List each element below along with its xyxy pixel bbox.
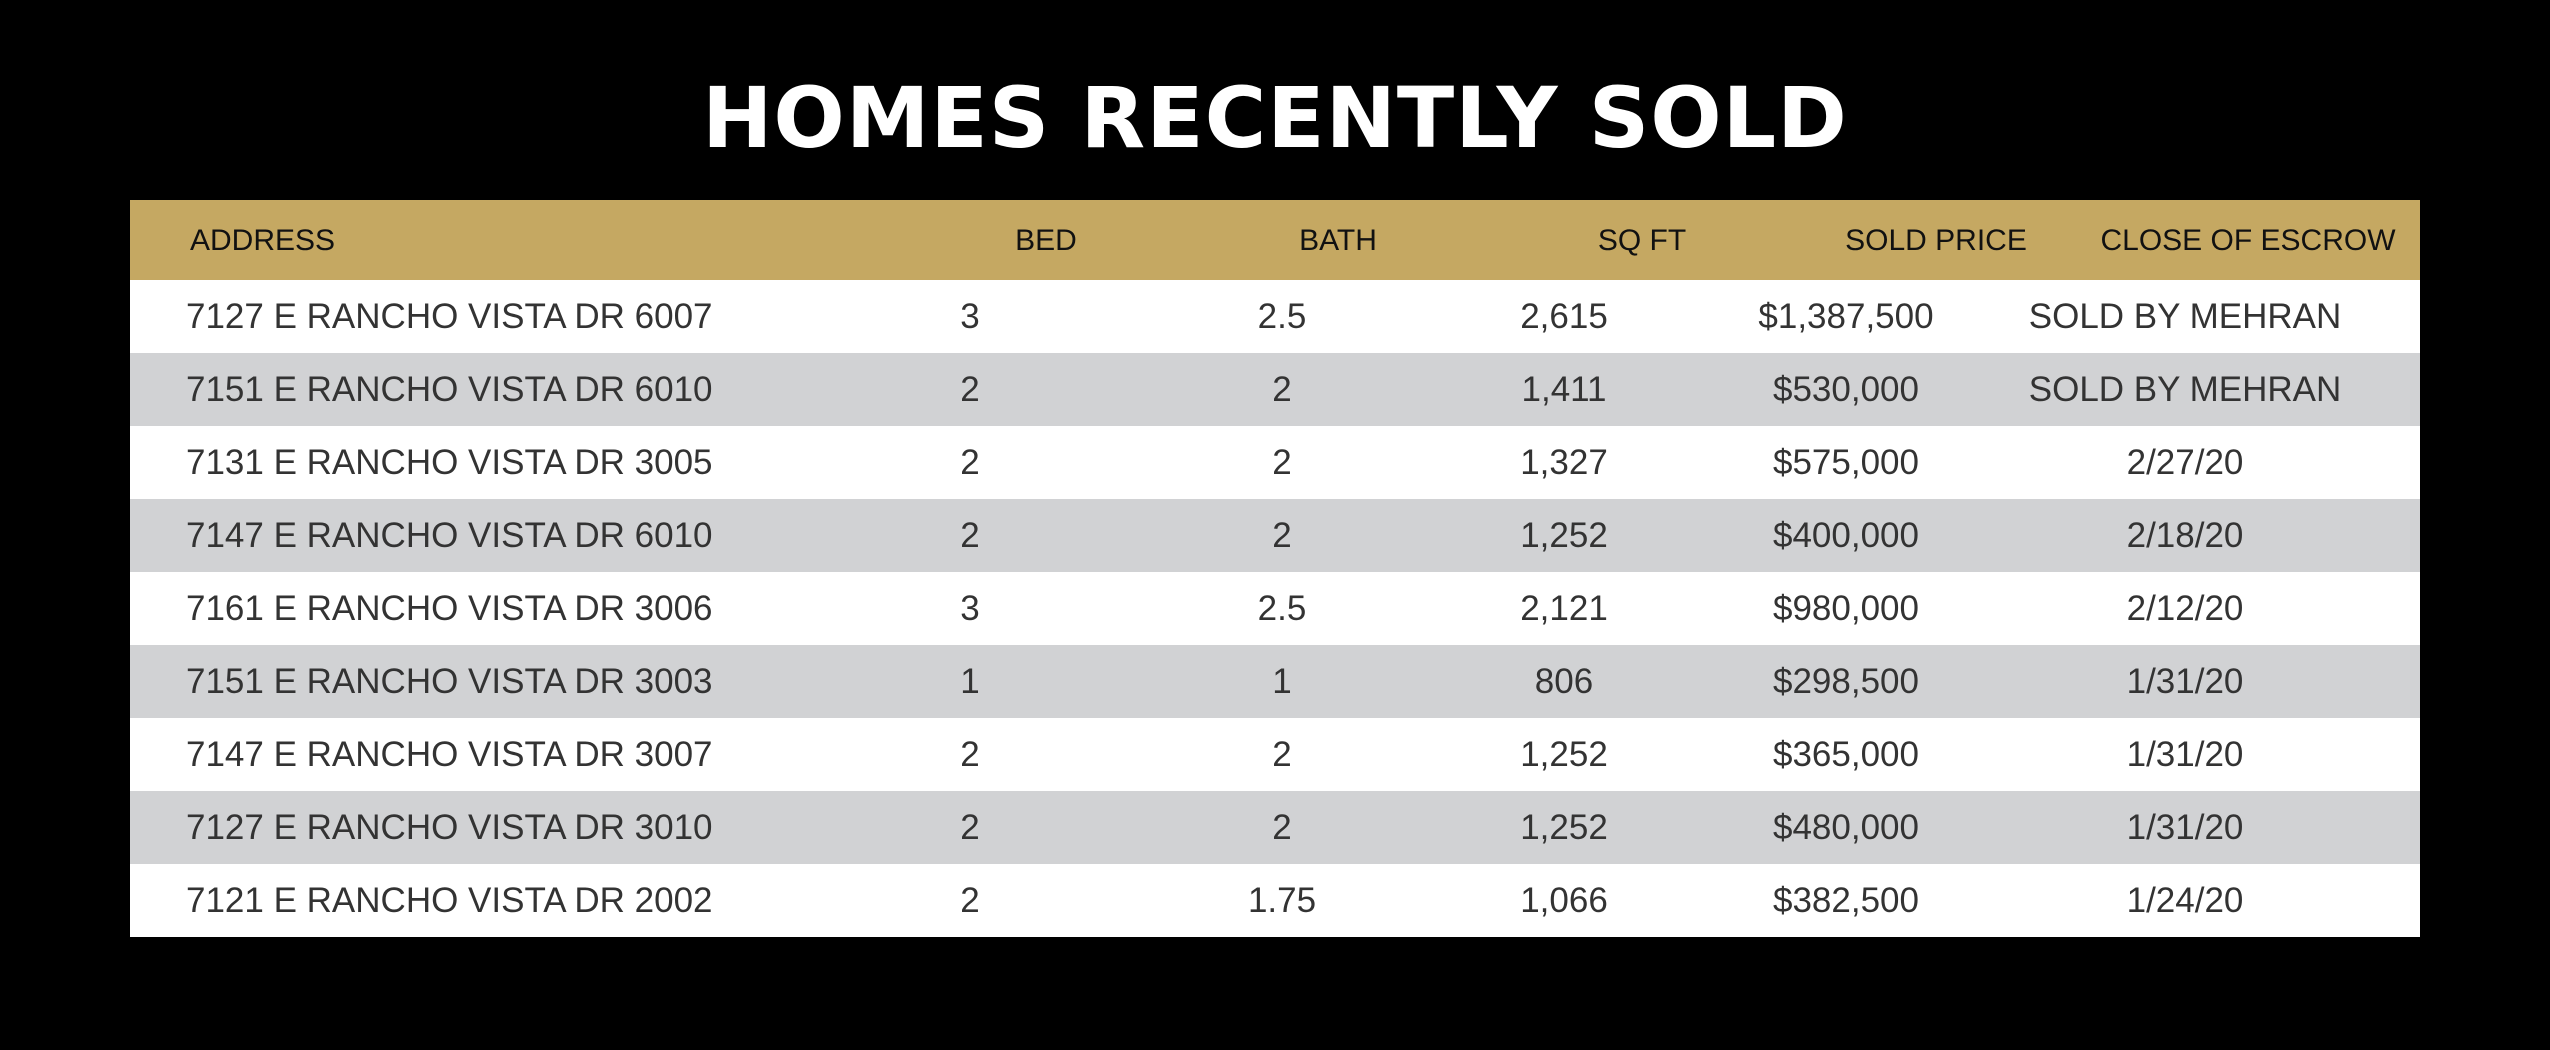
- cell-address: 7151 E RANCHO VISTA DR 3003: [186, 662, 713, 701]
- cell-sold-price: $980,000: [1773, 589, 1919, 628]
- table-row: 7151 E RANCHO VISTA DR 3003 1 1 806 $298…: [130, 645, 2420, 718]
- cell-sqft: 2,121: [1520, 589, 1608, 628]
- cell-sold-price: $530,000: [1773, 370, 1919, 409]
- cell-sqft: 1,252: [1520, 735, 1608, 774]
- cell-address: 7161 E RANCHO VISTA DR 3006: [186, 589, 713, 628]
- cell-bed: 3: [960, 297, 980, 336]
- cell-bath: 2: [1272, 516, 1292, 555]
- cell-bed: 2: [960, 370, 980, 409]
- cell-close-of-escrow: SOLD BY MEHRAN: [2028, 370, 2342, 409]
- cell-sold-price: $575,000: [1773, 443, 1919, 482]
- table-row: 7121 E RANCHO VISTA DR 2002 2 1.75 1,066…: [130, 864, 2420, 937]
- table-row: 7147 E RANCHO VISTA DR 3007 2 2 1,252 $3…: [130, 718, 2420, 791]
- header-bed: BED: [1015, 224, 1077, 257]
- cell-bed: 1: [960, 662, 980, 701]
- sold-homes-table: ADDRESS BED BATH SQ FT SOLD PRICE CLOSE …: [130, 200, 2420, 950]
- cell-sqft: 1,327: [1520, 443, 1608, 482]
- cell-sold-price: $365,000: [1773, 735, 1919, 774]
- header-close-of-escrow: CLOSE OF ESCROW: [2100, 224, 2396, 257]
- cell-sold-price: $298,500: [1773, 662, 1919, 701]
- cell-sold-price: $382,500: [1773, 881, 1919, 920]
- cell-bed: 3: [960, 589, 980, 628]
- cell-sqft: 1,252: [1520, 516, 1608, 555]
- table-row: 7161 E RANCHO VISTA DR 3006 3 2.5 2,121 …: [130, 572, 2420, 645]
- cell-bed: 2: [960, 735, 980, 774]
- cell-sqft: 1,411: [1521, 370, 1607, 409]
- cell-address: 7131 E RANCHO VISTA DR 3005: [186, 443, 713, 482]
- cell-close-of-escrow: 1/31/20: [2126, 808, 2244, 847]
- cell-bath: 2.5: [1257, 297, 1307, 336]
- cell-close-of-escrow: 1/31/20: [2126, 662, 2244, 701]
- header-address: ADDRESS: [190, 224, 336, 257]
- cell-bath: 2: [1272, 370, 1292, 409]
- page-title: HOMES RECENTLY SOLD: [702, 69, 1848, 167]
- cell-close-of-escrow: 2/18/20: [2126, 516, 2244, 555]
- table-row: 7131 E RANCHO VISTA DR 3005 2 2 1,327 $5…: [130, 426, 2420, 499]
- cell-close-of-escrow: 2/12/20: [2126, 589, 2244, 628]
- table-row: 7127 E RANCHO VISTA DR 3010 2 2 1,252 $4…: [130, 791, 2420, 864]
- cell-address: 7147 E RANCHO VISTA DR 6010: [186, 516, 713, 555]
- table-row: 7147 E RANCHO VISTA DR 6010 2 2 1,252 $4…: [130, 499, 2420, 572]
- cell-address: 7121 E RANCHO VISTA DR 2002: [186, 881, 713, 920]
- cell-bath: 1: [1272, 662, 1292, 701]
- cell-sqft: 1,066: [1520, 881, 1608, 920]
- table-row: 7151 E RANCHO VISTA DR 6010 2 2 1,411 $5…: [130, 353, 2420, 426]
- cell-bed: 2: [960, 516, 980, 555]
- cell-sold-price: $1,387,500: [1758, 297, 1934, 336]
- cell-close-of-escrow: 1/31/20: [2126, 735, 2244, 774]
- cell-bath: 2.5: [1257, 589, 1307, 628]
- cell-bath: 2: [1272, 808, 1292, 847]
- cell-bath: 1.75: [1247, 881, 1317, 920]
- header-bath: BATH: [1299, 224, 1377, 257]
- table-header: ADDRESS BED BATH SQ FT SOLD PRICE CLOSE …: [130, 200, 2420, 280]
- cell-address: 7151 E RANCHO VISTA DR 6010: [186, 370, 713, 409]
- cell-bed: 2: [960, 443, 980, 482]
- cell-close-of-escrow: 2/27/20: [2126, 443, 2244, 482]
- cell-bath: 2: [1272, 443, 1292, 482]
- cell-sqft: 806: [1534, 662, 1594, 701]
- header-sold-price: SOLD PRICE: [1845, 224, 2027, 257]
- cell-sqft: 2,615: [1520, 297, 1608, 336]
- cell-sold-price: $400,000: [1773, 516, 1919, 555]
- cell-bath: 2: [1272, 735, 1292, 774]
- cell-close-of-escrow: SOLD BY MEHRAN: [2028, 297, 2342, 336]
- cell-bed: 2: [960, 881, 980, 920]
- cell-sold-price: $480,000: [1773, 808, 1919, 847]
- cell-address: 7127 E RANCHO VISTA DR 6007: [186, 297, 713, 336]
- header-sqft: SQ FT: [1597, 224, 1687, 257]
- table-row: 7127 E RANCHO VISTA DR 6007 3 2.5 2,615 …: [130, 280, 2420, 353]
- cell-address: 7147 E RANCHO VISTA DR 3007: [186, 735, 713, 774]
- cell-bed: 2: [960, 808, 980, 847]
- cell-close-of-escrow: 1/24/20: [2126, 881, 2244, 920]
- cell-sqft: 1,252: [1520, 808, 1608, 847]
- cell-address: 7127 E RANCHO VISTA DR 3010: [186, 808, 713, 847]
